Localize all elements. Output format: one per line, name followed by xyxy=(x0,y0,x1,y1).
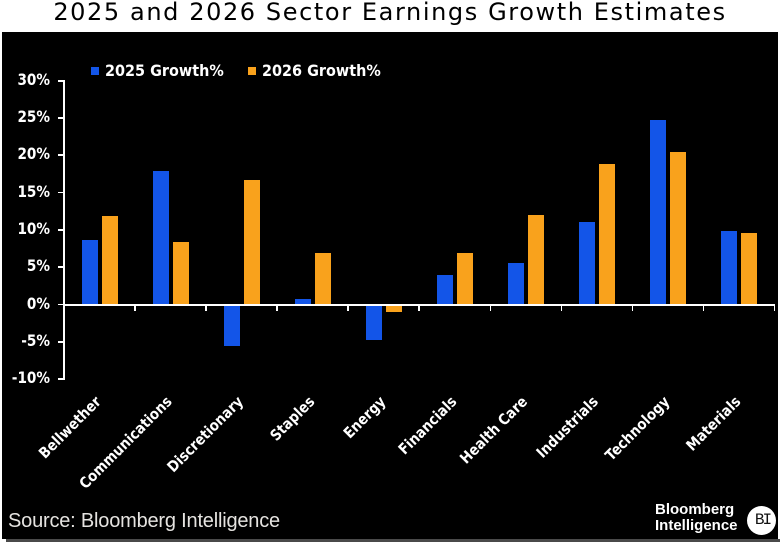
source-note: Source: Bloomberg Intelligence xyxy=(8,510,280,532)
bar-2025-staples xyxy=(294,298,311,306)
y-tick-label-5-: 5% xyxy=(26,256,50,276)
brand-line-2: Intelligence xyxy=(655,516,738,534)
bar-2025-bellwether xyxy=(81,239,98,306)
x-tick-label-staples: Staples xyxy=(266,392,319,445)
x-tick-8 xyxy=(631,305,634,311)
bar-2026-communications xyxy=(172,241,189,306)
bar-2026-industrials xyxy=(598,164,615,306)
brand-line-1: Bloomberg xyxy=(655,501,735,518)
x-tick-5 xyxy=(418,305,421,311)
y-tick-label-30-: 30% xyxy=(17,69,50,89)
y-tick--10- xyxy=(58,378,63,380)
panel-bottom-shadow xyxy=(6,539,780,542)
bar-2026-discretionary xyxy=(243,179,260,306)
legend-label-2025-growth-: 2025 Growth% xyxy=(105,61,224,80)
bar-2025-health-care xyxy=(507,263,524,306)
legend-swatch-2025-growth- xyxy=(91,67,99,75)
y-tick-label-15-: 15% xyxy=(17,181,50,201)
chart-panel: 2025 Growth% 2026 Growth% 30% 25% 20% 15% 10%… xyxy=(2,32,778,539)
bar-2026-materials xyxy=(740,232,757,306)
y-tick-25- xyxy=(58,117,63,119)
x-tick-3 xyxy=(276,305,278,311)
x-tick-6 xyxy=(489,305,492,311)
x-tick-7 xyxy=(560,305,563,311)
y-tick-30- xyxy=(58,79,63,82)
bar-2026-bellwether xyxy=(101,215,118,306)
y-tick-0- xyxy=(58,303,63,306)
y-tick-label-25-: 25% xyxy=(17,107,50,126)
y-tick-15- xyxy=(58,191,63,194)
y-tick--5- xyxy=(58,340,63,343)
x-tick-label-bellwether: Bellwether xyxy=(35,392,105,463)
y-tick-label-0-: 0% xyxy=(26,293,50,313)
x-tick-label-materials: Materials xyxy=(682,392,745,455)
x-tick-4 xyxy=(347,305,349,311)
y-tick-label--10-: -10% xyxy=(11,368,50,388)
y-tick-10- xyxy=(58,229,63,231)
bar-2025-technology xyxy=(649,120,666,306)
y-tick-label-10-: 10% xyxy=(17,218,50,238)
bar-2026-technology xyxy=(669,151,686,306)
bar-2025-industrials xyxy=(578,222,595,306)
x-tick-label-health-care: Health Care xyxy=(456,392,532,468)
y-axis-spine xyxy=(63,79,65,380)
legend-label-2026-growth-: 2026 Growth% xyxy=(262,61,381,80)
x-tick-10 xyxy=(773,305,776,311)
x-tick-label-discretionary: Discretionary xyxy=(163,392,247,476)
bi-logo-badge: BI xyxy=(747,505,776,535)
bar-2026-health-care xyxy=(527,214,544,306)
legend-swatch-2026-growth- xyxy=(248,67,256,75)
y-tick-label-20-: 20% xyxy=(17,144,50,164)
x-tick-1 xyxy=(134,305,136,311)
x-tick-2 xyxy=(205,305,207,311)
x-tick-9 xyxy=(702,305,705,311)
bar-2026-staples xyxy=(314,253,331,306)
bar-2025-materials xyxy=(720,231,737,306)
bar-2025-energy xyxy=(365,303,382,341)
bar-2026-energy xyxy=(385,303,402,312)
y-tick-20- xyxy=(58,154,63,157)
x-tick-label-technology: Technology xyxy=(601,392,674,465)
x-tick-label-financials: Financials xyxy=(394,392,461,459)
x-axis-zero-line xyxy=(63,303,775,306)
bi-logo-text: BI xyxy=(754,511,772,529)
bar-2025-communications xyxy=(152,170,169,306)
chart-title: 2025 and 2026 Sector Earnings Growth Est… xyxy=(53,0,727,26)
x-tick-label-energy: Energy xyxy=(339,392,390,443)
x-tick-label-industrials: Industrials xyxy=(533,392,603,462)
y-tick-label--5-: -5% xyxy=(21,330,50,350)
bar-2025-discretionary xyxy=(223,303,240,347)
bar-2025-financials xyxy=(436,274,453,306)
y-tick-5- xyxy=(58,266,63,269)
bar-2026-financials xyxy=(456,253,473,306)
